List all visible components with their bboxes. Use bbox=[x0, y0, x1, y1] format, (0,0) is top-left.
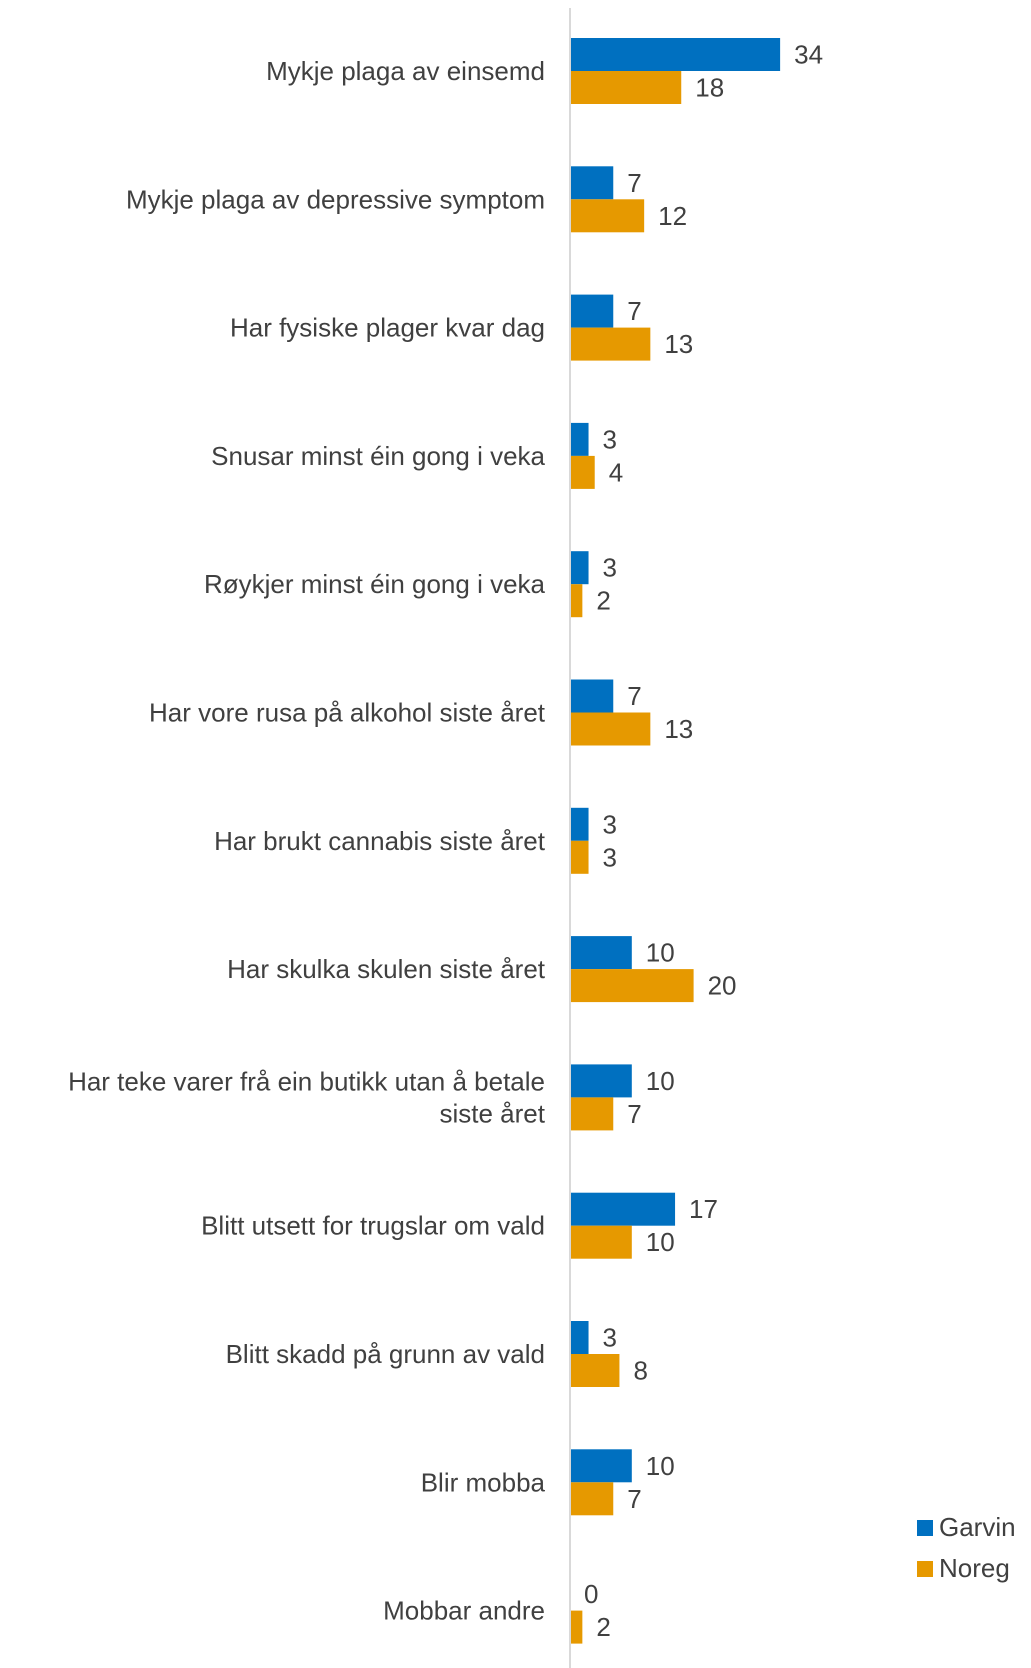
value-label-noreg: 8 bbox=[633, 1356, 647, 1386]
value-label-garvin: 17 bbox=[689, 1194, 718, 1224]
value-label-noreg: 13 bbox=[664, 714, 693, 744]
bar-garvin bbox=[570, 1192, 676, 1226]
bar-noreg bbox=[570, 840, 589, 874]
legend-swatch-garvin bbox=[917, 1520, 933, 1536]
value-label-garvin: 7 bbox=[627, 681, 641, 711]
value-label-noreg: 13 bbox=[664, 329, 693, 359]
category-label: Mykje plaga av depressive symptom bbox=[126, 184, 545, 214]
category-label: Har skulka skulen siste året bbox=[227, 954, 546, 984]
category-label: Har brukt cannabis siste året bbox=[214, 826, 546, 856]
value-label-garvin: 0 bbox=[584, 1579, 598, 1609]
value-label-garvin: 7 bbox=[627, 296, 641, 326]
value-label-noreg: 18 bbox=[695, 73, 724, 103]
bar-noreg bbox=[570, 584, 583, 618]
value-label-garvin: 3 bbox=[603, 809, 617, 839]
value-label-garvin: 10 bbox=[646, 938, 675, 968]
value-label-noreg: 7 bbox=[627, 1484, 641, 1514]
bar-noreg bbox=[570, 969, 694, 1003]
value-label-noreg: 10 bbox=[646, 1227, 675, 1257]
bar-noreg bbox=[570, 455, 595, 489]
bar-noreg bbox=[570, 1354, 620, 1387]
value-label-garvin: 7 bbox=[627, 168, 641, 198]
value-label-garvin: 34 bbox=[794, 40, 823, 70]
category-label: Mykje plaga av einsemd bbox=[266, 56, 545, 86]
value-label-noreg: 2 bbox=[596, 1612, 610, 1642]
bar-noreg bbox=[570, 199, 645, 233]
value-label-noreg: 4 bbox=[609, 457, 623, 487]
bar-noreg bbox=[570, 71, 682, 104]
bar-noreg bbox=[570, 1097, 614, 1131]
value-label-garvin: 3 bbox=[603, 1323, 617, 1353]
value-label-noreg: 12 bbox=[658, 201, 687, 231]
value-label-garvin: 3 bbox=[603, 553, 617, 583]
bar-garvin bbox=[570, 1321, 589, 1354]
legend: Garvin Noreg bbox=[917, 1512, 1016, 1583]
value-label-garvin: 10 bbox=[646, 1451, 675, 1481]
bars-group bbox=[570, 38, 781, 1644]
category-label: Røykjer minst éin gong i veka bbox=[204, 569, 546, 599]
bar-garvin bbox=[570, 422, 589, 456]
category-label: siste året bbox=[440, 1098, 546, 1128]
bar-garvin bbox=[570, 936, 632, 970]
value-label-noreg: 3 bbox=[603, 842, 617, 872]
bar-garvin bbox=[570, 1064, 632, 1098]
bar-noreg bbox=[570, 1225, 632, 1259]
category-label: Mobbar andre bbox=[383, 1596, 545, 1626]
category-label: Blitt skadd på grunn av vald bbox=[226, 1339, 545, 1369]
bar-noreg bbox=[570, 712, 651, 746]
legend-swatch-noreg bbox=[917, 1561, 933, 1577]
category-label: Snusar minst éin gong i veka bbox=[211, 441, 545, 471]
value-label-garvin: 10 bbox=[646, 1066, 675, 1096]
value-label-noreg: 2 bbox=[596, 586, 610, 616]
bar-garvin bbox=[570, 294, 614, 328]
bar-garvin bbox=[570, 679, 614, 713]
legend-label-noreg: Noreg bbox=[939, 1553, 1010, 1583]
category-label: Blir mobba bbox=[421, 1467, 546, 1497]
bar-garvin bbox=[570, 551, 589, 585]
legend-label-garvin: Garvin bbox=[939, 1512, 1016, 1542]
bar-garvin bbox=[570, 38, 781, 71]
bar-noreg bbox=[570, 1482, 614, 1516]
value-label-noreg: 7 bbox=[627, 1099, 641, 1129]
category-label: Blitt utsett for trugslar om vald bbox=[201, 1211, 545, 1241]
bar-garvin bbox=[570, 166, 614, 200]
category-label: Har teke varer frå ein butikk utan å bet… bbox=[68, 1066, 545, 1096]
value-label-garvin: 3 bbox=[603, 424, 617, 454]
category-labels: Mykje plaga av einsemd Mykje plaga av dep… bbox=[68, 56, 546, 1626]
bar-garvin bbox=[570, 807, 589, 841]
bar-noreg bbox=[570, 1610, 583, 1644]
bar-noreg bbox=[570, 327, 651, 361]
category-label: Har fysiske plager kvar dag bbox=[230, 313, 545, 343]
value-label-noreg: 20 bbox=[708, 971, 737, 1001]
category-label: Har vore rusa på alkohol siste året bbox=[149, 698, 546, 728]
bar-garvin bbox=[570, 1449, 632, 1483]
